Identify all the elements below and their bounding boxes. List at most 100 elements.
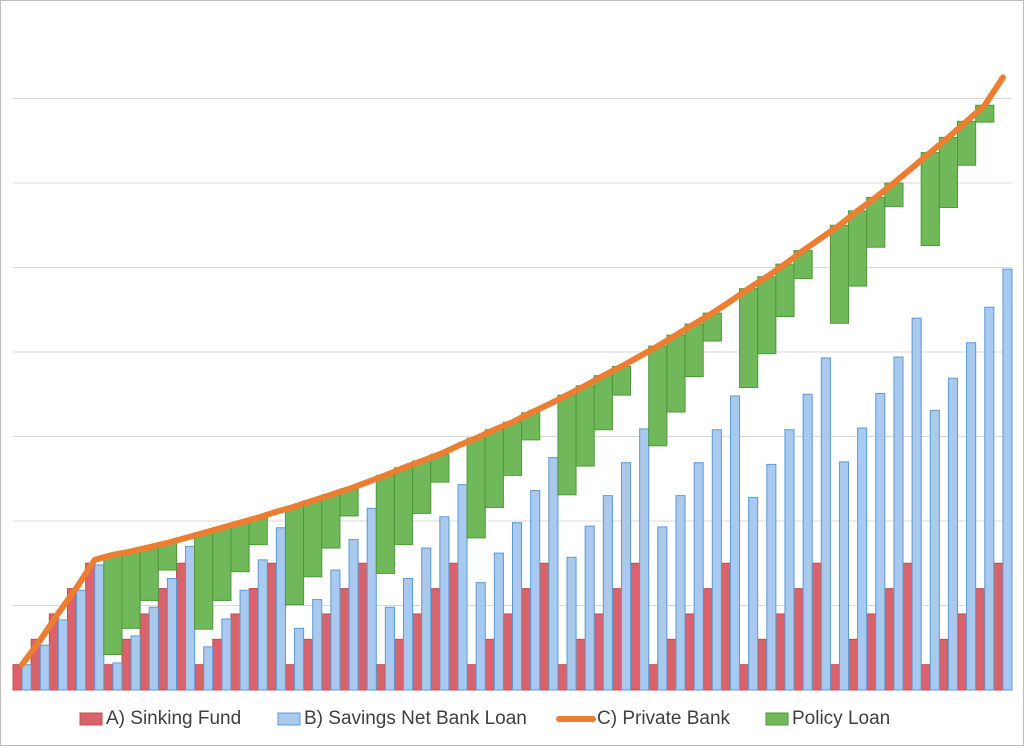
- bar: [12, 664, 23, 691]
- bar: [175, 562, 187, 691]
- bar: [639, 428, 650, 691]
- policy-loan-bar: [829, 224, 850, 324]
- bar: [584, 525, 595, 691]
- bar: [294, 627, 305, 691]
- policy-loan-bar: [757, 276, 777, 355]
- bar: [784, 429, 795, 691]
- bar: [620, 462, 632, 691]
- legend-label: C) Private Bank: [597, 708, 731, 729]
- bar: [375, 664, 386, 691]
- policy-loan-bar: [920, 152, 940, 247]
- policy-loan-bar: [666, 334, 686, 413]
- bar: [729, 395, 741, 691]
- policy-loan-bar: [194, 532, 214, 630]
- bar: [521, 588, 532, 691]
- policy-loan-bar: [212, 527, 232, 601]
- bar: [811, 562, 822, 691]
- bar: [857, 427, 868, 691]
- bar: [530, 490, 541, 691]
- policy-loan-bar: [684, 323, 704, 378]
- bar: [221, 618, 232, 691]
- bar: [185, 545, 196, 691]
- bar: [984, 306, 995, 691]
- bar: [448, 562, 459, 691]
- bar: [430, 588, 441, 691]
- bar: [384, 606, 395, 691]
- bar: [484, 638, 495, 691]
- bar: [266, 562, 277, 691]
- policy-loan-bar: [284, 506, 305, 606]
- bar: [1002, 268, 1013, 691]
- bar: [39, 644, 50, 691]
- bar: [366, 507, 377, 691]
- bar: [284, 664, 296, 691]
- bar: [966, 342, 977, 691]
- bar: [757, 638, 768, 691]
- bar: [911, 317, 922, 691]
- bar: [947, 377, 959, 691]
- bar: [648, 664, 659, 691]
- bar: [793, 588, 804, 691]
- bar: [85, 562, 96, 691]
- bar: [439, 516, 450, 691]
- bar: [702, 588, 713, 691]
- legend-swatch: [79, 712, 103, 726]
- bar: [548, 457, 559, 691]
- bar: [502, 613, 513, 691]
- policy-loan-bar: [575, 385, 595, 467]
- policy-loan-bar: [375, 474, 395, 574]
- policy-loan-bar: [484, 429, 504, 508]
- policy-loan-bar: [103, 554, 123, 656]
- policy-loan-bar: [303, 500, 323, 578]
- bar: [975, 588, 986, 691]
- bar: [575, 638, 586, 691]
- bar: [230, 613, 241, 691]
- policy-loan-bar: [121, 550, 141, 629]
- policy-loan-bar: [739, 288, 759, 388]
- bar: [148, 606, 159, 691]
- policy-loan-bar: [593, 375, 613, 431]
- bar: [466, 664, 477, 691]
- legend-swatch: [277, 712, 301, 726]
- policy-loan-bar: [230, 522, 250, 573]
- legend-label: B) Savings Net Bank Loan: [304, 708, 527, 729]
- bar: [630, 562, 641, 691]
- bar: [194, 664, 205, 691]
- bar: [57, 619, 68, 691]
- bar: [866, 613, 877, 691]
- bar: [330, 569, 341, 691]
- bar: [875, 392, 886, 691]
- bar: [684, 613, 695, 691]
- bar: [339, 588, 350, 691]
- bar: [802, 393, 813, 691]
- bar: [593, 613, 604, 691]
- policy-loan-bar: [848, 210, 868, 287]
- legend-label: Policy Loan: [792, 708, 890, 729]
- bar: [739, 664, 750, 691]
- bar: [21, 664, 32, 691]
- bar: [566, 556, 577, 691]
- bar: [838, 461, 850, 691]
- bar: [829, 664, 840, 691]
- bar: [412, 613, 423, 691]
- legend-label: A) Sinking Fund: [106, 708, 241, 729]
- bar: [475, 582, 486, 691]
- bar: [775, 613, 786, 691]
- bar: [112, 662, 123, 691]
- bar: [212, 638, 223, 691]
- policy-loan-bar: [139, 546, 159, 601]
- bar: [393, 638, 405, 691]
- bar: [611, 588, 622, 691]
- bar: [357, 562, 368, 691]
- bar: [166, 577, 177, 691]
- bar: [920, 664, 931, 691]
- bar: [257, 559, 268, 691]
- bar: [303, 638, 314, 691]
- bar: [130, 635, 141, 691]
- bar: [76, 589, 87, 691]
- bar: [457, 484, 468, 691]
- bar: [657, 526, 668, 691]
- policy-loan-bar: [412, 460, 432, 514]
- bar: [748, 496, 759, 691]
